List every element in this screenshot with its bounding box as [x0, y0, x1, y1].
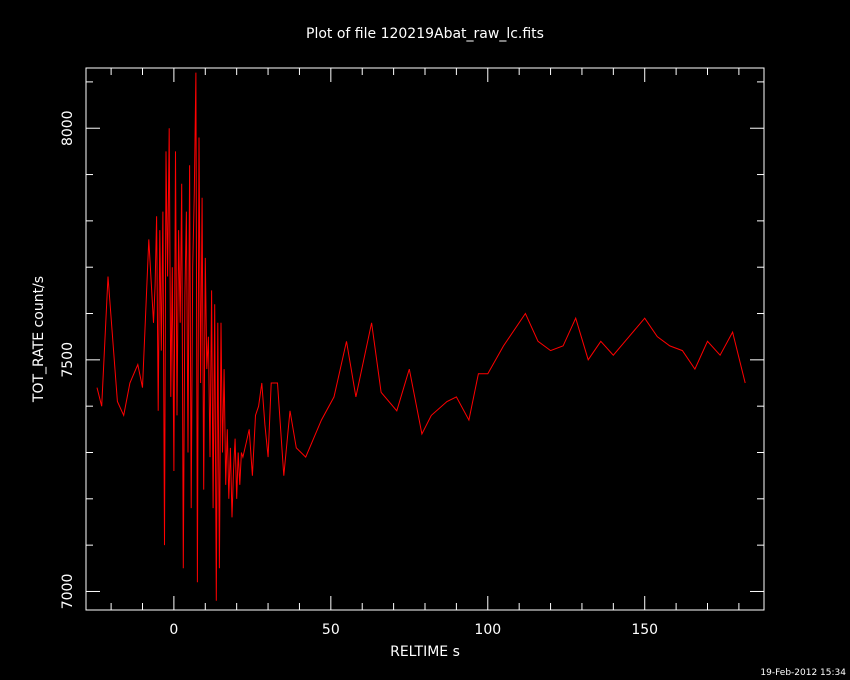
axis-ticks	[86, 68, 764, 610]
y-tick-label: 7000	[60, 574, 76, 610]
y-axis-label: TOT_RATE count/s	[31, 276, 47, 403]
series-line-tot-rate	[96, 72, 746, 601]
x-tick-label: 0	[169, 622, 178, 638]
y-tick-label: 8000	[60, 110, 76, 146]
timestamp-label: 19-Feb-2012 15:34	[760, 668, 846, 678]
y-tick-label: 7500	[60, 342, 76, 378]
x-tick-label: 50	[322, 622, 340, 638]
tick-labels: 0 50 100 150 7000 7500 8000	[60, 110, 658, 638]
x-tick-label: 100	[474, 622, 501, 638]
x-tick-label: 150	[631, 622, 658, 638]
chart-title: Plot of file 120219Abat_raw_lc.fits	[306, 26, 544, 42]
x-axis-label: RELTIME s	[390, 644, 460, 660]
